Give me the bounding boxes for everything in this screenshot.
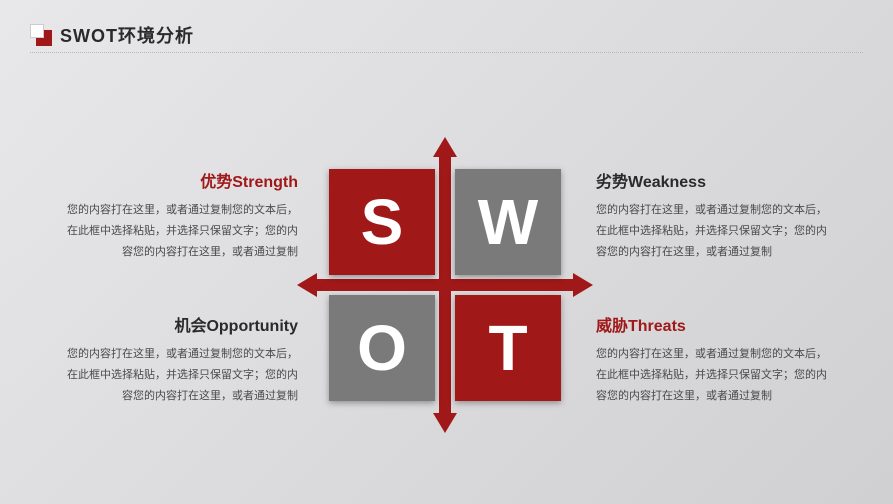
tile-letter-w: W xyxy=(478,185,538,259)
body-threats: 您的内容打在这里，或者通过复制您的文本后，在此框中选择粘贴，并选择只保留文字；您… xyxy=(596,344,836,407)
tile-letter-s: S xyxy=(361,185,404,259)
cross-bar-vertical xyxy=(439,155,451,415)
heading-weakness: 劣势Weakness xyxy=(596,168,836,192)
tile-opportunity: O xyxy=(329,295,435,401)
heading-opportunity: 机会Opportunity xyxy=(58,312,298,336)
slide-header: SWOT环境分析 xyxy=(30,22,194,48)
slide-title: SWOT环境分析 xyxy=(60,22,194,48)
quadrant-threats: 威胁Threats 您的内容打在这里，或者通过复制您的文本后，在此框中选择粘贴，… xyxy=(596,312,836,407)
quadrant-weakness: 劣势Weakness 您的内容打在这里，或者通过复制您的文本后，在此框中选择粘贴… xyxy=(596,168,836,263)
arrow-down-icon xyxy=(433,413,457,433)
body-strength: 您的内容打在这里，或者通过复制您的文本后，在此框中选择粘贴，并选择只保留文字；您… xyxy=(58,200,298,263)
arrow-right-icon xyxy=(573,273,593,297)
tile-strength: S xyxy=(329,169,435,275)
tile-letter-o: O xyxy=(357,311,407,385)
arrow-up-icon xyxy=(433,137,457,157)
tile-weakness: W xyxy=(455,169,561,275)
header-square-icon xyxy=(30,24,52,46)
body-opportunity: 您的内容打在这里，或者通过复制您的文本后，在此框中选择粘贴，并选择只保留文字；您… xyxy=(58,344,298,407)
body-weakness: 您的内容打在这里，或者通过复制您的文本后，在此框中选择粘贴，并选择只保留文字；您… xyxy=(596,200,836,263)
heading-threats: 威胁Threats xyxy=(596,312,836,336)
header-divider xyxy=(30,52,863,53)
tile-threats: T xyxy=(455,295,561,401)
quadrant-opportunity: 机会Opportunity 您的内容打在这里，或者通过复制您的文本后，在此框中选… xyxy=(58,312,298,407)
quadrant-strength: 优势Strength 您的内容打在这里，或者通过复制您的文本后，在此框中选择粘贴… xyxy=(58,168,298,263)
swot-diagram: S W O T 优势Strength 您的内容打在这里，或者通过复制您的文本后，… xyxy=(0,70,893,504)
tile-letter-t: T xyxy=(488,311,527,385)
heading-strength: 优势Strength xyxy=(58,168,298,192)
arrow-left-icon xyxy=(297,273,317,297)
